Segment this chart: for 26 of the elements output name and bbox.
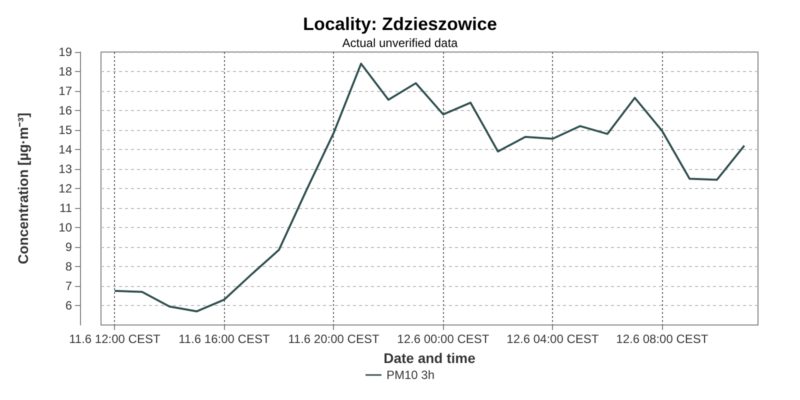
y-tick-label: 9 [65, 240, 72, 254]
x-tick-label: 11.6 20:00 CEST [288, 332, 380, 346]
y-tick-label: 8 [65, 260, 72, 274]
y-tick-label: 12 [58, 182, 72, 196]
y-tick-label: 6 [65, 298, 72, 312]
x-tick-label: 12.6 00:00 CEST [397, 332, 490, 346]
x-tick-label: 12.6 04:00 CEST [506, 332, 600, 346]
y-tick-label: 10 [58, 220, 72, 234]
line-series [114, 62, 746, 312]
chart-subtitle: Actual unverified data [342, 36, 458, 50]
y-tick-label: 16 [58, 104, 72, 118]
x-tick-label: 12.6 08:00 CEST [616, 332, 709, 346]
y-tick-label: 18 [58, 64, 72, 78]
x-axis-title: Date and time [384, 350, 476, 366]
y-tick-label: 14 [58, 142, 72, 156]
y-tick-label: 11 [60, 201, 72, 215]
y-axis-title: Concentration [µg·m⁻³] [15, 112, 31, 264]
legend-label: PM10 3h [386, 368, 435, 382]
y-tick-label: 19 [58, 45, 72, 59]
y-tick-label: 13 [58, 162, 72, 176]
chart-title: Locality: Zdzieszowice [302, 14, 498, 34]
y-tick-label: 17 [58, 84, 72, 98]
y-tick-label: 7 [65, 279, 72, 293]
x-tick-label: 11.6 12:00 CEST [69, 332, 161, 346]
y-tick-label: 15 [58, 123, 72, 137]
x-tick-label: 11.6 16:00 CEST [178, 332, 270, 346]
